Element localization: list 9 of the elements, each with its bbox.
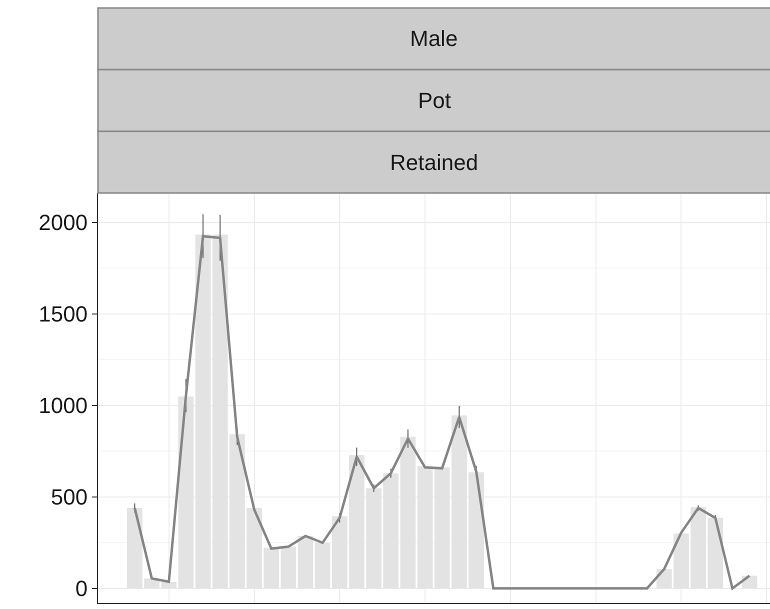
y-tick-label: 2000 — [38, 210, 88, 235]
text: Male — [410, 26, 458, 51]
text: Retained — [390, 150, 478, 175]
y-tick-label: 0 — [75, 576, 88, 602]
line-series — [133, 234, 751, 590]
y-tick-label: 500 — [50, 484, 88, 510]
y-tick-label: 1000 — [38, 393, 88, 418]
y-tick-label: 1500 — [38, 302, 88, 326]
text: Pot — [418, 88, 452, 113]
